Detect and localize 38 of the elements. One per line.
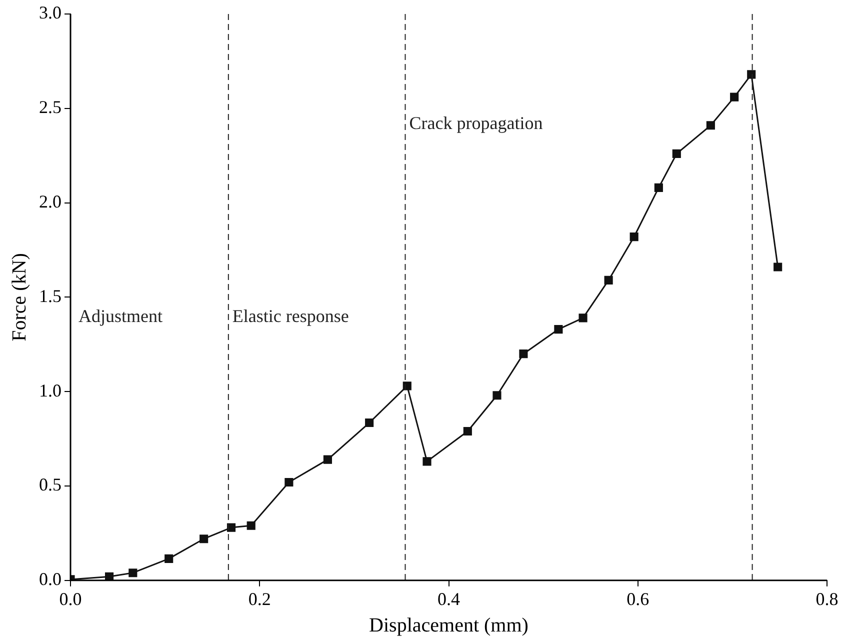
point: [365, 418, 374, 428]
y-axis-title: Force (kN): [8, 253, 30, 342]
point: [164, 554, 174, 563]
point: [246, 521, 256, 530]
point: [747, 70, 756, 79]
point: [730, 92, 739, 102]
point: [323, 455, 332, 464]
y-tick-label: 1.5: [39, 286, 62, 306]
point: [492, 391, 502, 400]
point: [672, 149, 681, 158]
x-tick-label: 0.0: [59, 588, 82, 609]
point: [463, 426, 472, 436]
annotation: Elastic response: [232, 306, 349, 326]
y-tick-label: 0.5: [39, 474, 62, 495]
annotation: Crack propagation: [409, 113, 543, 134]
x-tick-label: 0.2: [248, 588, 271, 609]
x-tick-label: 0.8: [816, 588, 838, 609]
x-tick-label: 0.6: [626, 588, 650, 609]
point: [706, 121, 715, 130]
point: [630, 232, 638, 242]
y-tick-label: 1.0: [39, 380, 62, 400]
y-tick-label: 2.5: [39, 97, 62, 118]
point: [128, 568, 138, 578]
y-tick-label: 0.0: [39, 569, 62, 590]
point: [284, 478, 294, 487]
point: [604, 276, 613, 284]
point: [200, 534, 208, 544]
point: [519, 350, 528, 358]
point: [554, 325, 563, 334]
x-tick-label: 0.4: [438, 588, 460, 609]
point: [774, 262, 782, 272]
y-tick-label: 3.0: [39, 2, 62, 23]
x-axis-title: Displacement (mm): [369, 614, 528, 636]
annotation: Adjustment: [78, 306, 162, 326]
point: [578, 314, 588, 322]
y-tick-label: 2.0: [39, 192, 62, 212]
point: [422, 457, 432, 466]
point: [654, 183, 663, 192]
